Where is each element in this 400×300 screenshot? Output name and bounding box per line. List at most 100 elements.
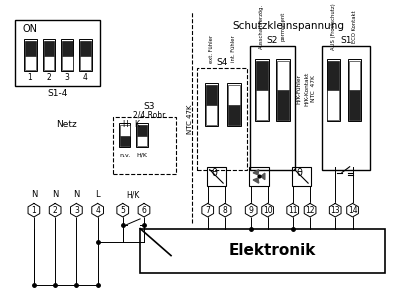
Bar [228, 105, 240, 125]
Text: 13: 13 [330, 206, 340, 215]
Text: 11: 11 [288, 206, 298, 215]
Bar [137, 125, 147, 136]
Polygon shape [253, 169, 259, 175]
Bar [292, 167, 311, 186]
Polygon shape [287, 203, 298, 217]
Bar [322, 46, 370, 169]
Bar [25, 41, 36, 56]
Bar [197, 68, 247, 170]
Text: Netz: Netz [56, 120, 77, 129]
Bar [276, 58, 290, 121]
Text: Ausschaltverzög.: Ausschaltverzög. [259, 4, 264, 49]
Text: AUS (Frostschutz): AUS (Frostschutz) [331, 3, 336, 50]
Text: 2: 2 [46, 74, 51, 82]
Bar [256, 90, 268, 120]
Text: ECO Kontakt: ECO Kontakt [352, 10, 357, 43]
Text: 9: 9 [249, 206, 254, 215]
Polygon shape [347, 203, 358, 217]
Text: S1-4: S1-4 [47, 89, 67, 98]
Bar [61, 39, 74, 71]
Bar [14, 20, 100, 85]
Text: H: H [122, 120, 128, 129]
Text: H/K-Fühler: H/K-Fühler [296, 74, 301, 104]
Bar [80, 41, 91, 56]
Polygon shape [253, 178, 259, 183]
Polygon shape [138, 203, 150, 217]
Polygon shape [329, 203, 341, 217]
Text: 4: 4 [83, 74, 88, 82]
Text: 1: 1 [32, 206, 36, 215]
Text: 3: 3 [74, 206, 79, 215]
Bar [255, 58, 268, 121]
Bar [206, 105, 217, 125]
Polygon shape [28, 203, 40, 217]
Bar [349, 61, 360, 90]
Polygon shape [245, 203, 257, 217]
Polygon shape [304, 203, 316, 217]
Text: 12: 12 [305, 206, 315, 215]
Text: 2/4 Rohr: 2/4 Rohr [133, 110, 165, 119]
Bar [328, 90, 339, 120]
Polygon shape [92, 203, 104, 217]
Bar [328, 61, 339, 90]
Text: n.v.: n.v. [119, 153, 130, 158]
Text: N: N [73, 190, 80, 199]
Bar [80, 56, 91, 70]
Bar [256, 61, 268, 90]
Text: permanent: permanent [280, 12, 286, 41]
Bar [250, 46, 295, 169]
Text: N: N [52, 190, 58, 199]
Text: Elektronik: Elektronik [229, 243, 316, 258]
Text: ext. Fühler: ext. Fühler [209, 35, 214, 63]
Bar [205, 83, 218, 126]
Text: 4: 4 [95, 206, 100, 215]
Text: H/K: H/K [136, 153, 148, 158]
Polygon shape [202, 203, 214, 217]
Text: L: L [95, 190, 100, 199]
Bar [349, 90, 360, 120]
Text: 6: 6 [142, 206, 146, 215]
Bar [62, 56, 72, 70]
Text: 8: 8 [223, 206, 228, 215]
Text: 7: 7 [205, 206, 210, 215]
Text: H/K-Kontakt: H/K-Kontakt [304, 71, 309, 106]
Text: H/K: H/K [127, 190, 140, 199]
Text: NTC 47K: NTC 47K [187, 105, 193, 134]
Text: K: K [134, 120, 139, 129]
Text: θ: θ [212, 169, 218, 178]
Bar [277, 90, 289, 120]
Text: S2: S2 [267, 36, 278, 45]
Bar [120, 136, 130, 146]
Text: S1: S1 [340, 36, 352, 45]
Bar [119, 123, 130, 147]
Text: 10: 10 [263, 206, 272, 215]
Text: 3: 3 [64, 74, 69, 82]
Bar [44, 56, 54, 70]
Text: S4: S4 [216, 58, 228, 67]
Bar [44, 41, 54, 56]
Polygon shape [219, 203, 231, 217]
Bar [249, 167, 268, 186]
Text: NTC  47K: NTC 47K [312, 75, 316, 102]
Bar [24, 39, 37, 71]
Bar [120, 125, 130, 136]
Text: 5: 5 [120, 206, 125, 215]
Bar [140, 229, 386, 273]
Bar [348, 58, 361, 121]
Text: N: N [31, 190, 37, 199]
Bar [227, 83, 240, 126]
Bar [42, 39, 55, 71]
Bar [62, 41, 72, 56]
Text: ON: ON [22, 24, 37, 34]
Polygon shape [261, 173, 265, 180]
Text: Schutzkleinspannung: Schutzkleinspannung [233, 21, 345, 31]
Bar [137, 136, 147, 146]
Text: 14: 14 [348, 206, 357, 215]
Text: int. Fühler: int. Fühler [231, 35, 236, 62]
Bar [79, 39, 92, 71]
Text: 2: 2 [53, 206, 58, 215]
Polygon shape [70, 203, 82, 217]
Text: S3: S3 [143, 102, 154, 111]
Bar [207, 167, 226, 186]
Text: θ: θ [296, 169, 302, 178]
